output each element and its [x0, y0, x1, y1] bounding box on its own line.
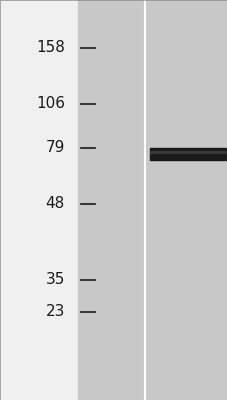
Bar — [0, 0, 77, 400]
Bar — [77, 0, 227, 400]
Text: 79: 79 — [45, 140, 65, 156]
Text: 23: 23 — [45, 304, 65, 320]
Text: 48: 48 — [46, 196, 65, 212]
Bar — [150, 151, 225, 153]
Text: 106: 106 — [36, 96, 65, 112]
Bar — [150, 148, 225, 160]
Text: 35: 35 — [45, 272, 65, 288]
Text: 158: 158 — [36, 40, 65, 56]
